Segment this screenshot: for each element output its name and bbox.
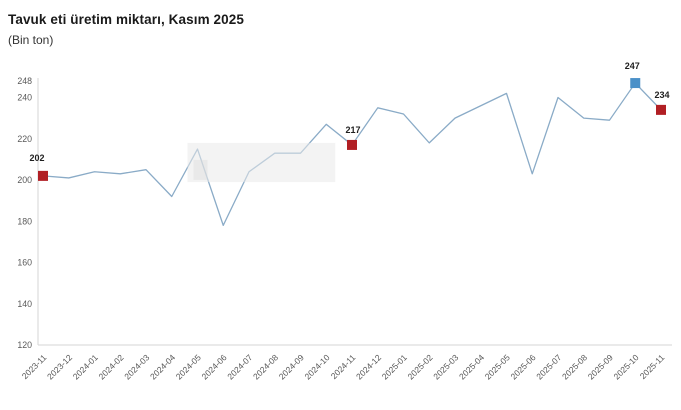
data-line [42,82,662,227]
y-axis-tick-label: 140 [17,299,32,309]
data-point-label: 217 [345,125,360,135]
y-axis-tick-label: 180 [17,216,32,226]
x-axis-tick-label: 2025-03 [431,352,460,381]
x-axis-tick-label: 2025-11 [638,352,667,381]
x-axis-tick-label: 2025-06 [509,352,538,381]
data-point-marker [347,139,357,150]
x-axis-tick-label: 2024-04 [148,352,177,381]
x-axis-tick-label: 2025-01 [380,352,409,381]
data-point-label: 234 [654,90,669,100]
x-axis-tick-label: 2025-02 [406,352,435,381]
chart-title: Tavuk eti üretim miktarı, Kasım 2025 [8,12,244,27]
y-axis-tick-label: 160 [17,258,32,268]
y-axis-tick-label: 120 [17,340,32,350]
x-axis-tick-label: 2023-12 [45,352,74,381]
x-axis-tick-label: 2025-07 [534,352,563,381]
data-point-marker [656,104,666,115]
data-point-label: 247 [625,61,640,71]
x-axis-tick-label: 2024-10 [303,352,332,381]
highlight-band-patch [193,159,208,180]
y-axis-tick-label: 248 [17,76,32,86]
x-axis-tick-label: 2024-09 [277,352,306,381]
x-axis-tick-label: 2024-08 [251,352,280,381]
x-axis-tick-label: 2024-03 [122,352,151,381]
data-point-marker [38,170,48,181]
x-axis-tick-label: 2025-04 [457,352,486,381]
y-axis-tick-label: 240 [17,93,32,103]
x-axis-tick-label: 2025-05 [483,352,512,381]
chart-subtitle: (Bin ton) [8,33,54,47]
x-axis-tick-label: 2023-11 [20,352,49,381]
x-axis-tick-label: 2025-10 [612,352,641,381]
x-axis-tick-label: 2024-07 [225,352,254,381]
y-axis-tick-label: 220 [17,134,32,144]
x-axis-tick-label: 2024-12 [354,352,383,381]
x-axis-tick-label: 2024-01 [71,352,100,381]
x-axis-tick-label: 2024-11 [329,352,358,381]
y-axis-tick-label: 200 [17,175,32,185]
x-axis-tick-label: 2024-02 [97,352,126,381]
x-axis-tick-label: 2024-05 [174,352,203,381]
x-axis-tick-label: 2024-06 [200,352,229,381]
data-point-marker [630,78,641,89]
x-axis-tick-label: 2025-09 [586,352,615,381]
highlight-band [187,142,336,183]
data-point-label: 202 [29,153,44,163]
x-axis-tick-label: 2025-08 [560,352,589,381]
